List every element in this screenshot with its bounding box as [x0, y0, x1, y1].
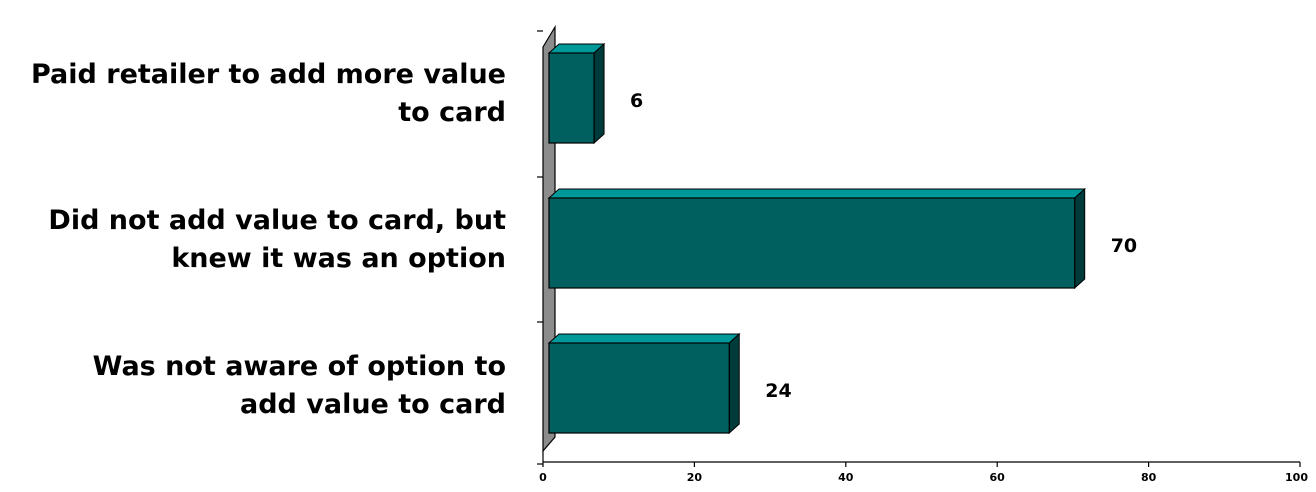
x-tick-label: 20: [687, 471, 703, 484]
x-tick-label: 60: [990, 471, 1006, 484]
bar: [548, 342, 730, 434]
category-label-line: Paid retailer to add more value: [30, 59, 506, 90]
category-label-line: Did not add value to card, but: [48, 205, 506, 236]
data-label: 6: [630, 90, 643, 112]
bar-side-face: [1074, 187, 1086, 290]
bar: [548, 52, 595, 144]
bar-side-face: [593, 42, 605, 145]
category-label-line: add value to card: [239, 389, 506, 420]
category-label-line: knew it was an option: [171, 243, 506, 274]
x-tick-label: 40: [838, 471, 854, 484]
category-label-not-aware: Was not aware of option to add value to …: [0, 348, 506, 424]
bar-side-face: [728, 332, 740, 435]
category-label-line: Was not aware of option to: [92, 351, 506, 382]
category-label-paid-retailer: Paid retailer to add more value to card: [0, 56, 506, 132]
category-label-line: to card: [398, 97, 506, 128]
x-tick-label: 100: [1285, 471, 1308, 484]
x-tick-label: 0: [539, 471, 547, 484]
data-label: 70: [1111, 235, 1137, 257]
bar-top-face: [547, 188, 1087, 199]
category-label-did-not-add: Did not add value to card, but knew it w…: [0, 202, 506, 278]
data-label: 24: [765, 380, 791, 402]
bar-top-face: [547, 333, 741, 344]
bar: [548, 197, 1076, 289]
x-tick-label: 80: [1141, 471, 1157, 484]
